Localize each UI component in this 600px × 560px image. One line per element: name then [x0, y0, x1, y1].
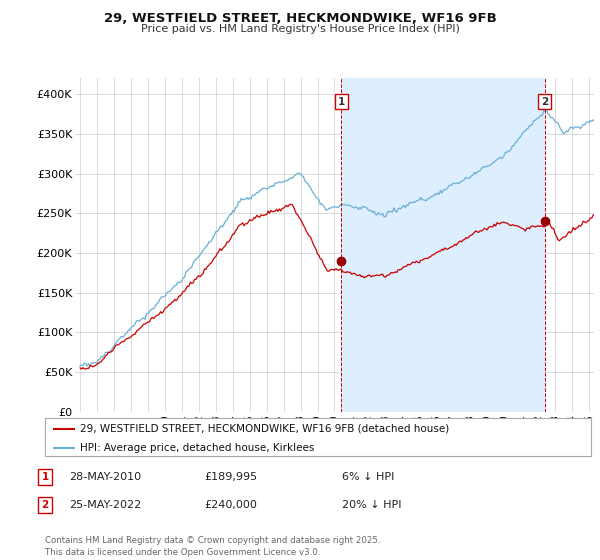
Text: 20% ↓ HPI: 20% ↓ HPI [342, 500, 401, 510]
Text: Price paid vs. HM Land Registry's House Price Index (HPI): Price paid vs. HM Land Registry's House … [140, 24, 460, 34]
Text: £240,000: £240,000 [204, 500, 257, 510]
Text: 25-MAY-2022: 25-MAY-2022 [69, 500, 141, 510]
Text: 29, WESTFIELD STREET, HECKMONDWIKE, WF16 9FB: 29, WESTFIELD STREET, HECKMONDWIKE, WF16… [104, 12, 496, 25]
Text: 6% ↓ HPI: 6% ↓ HPI [342, 472, 394, 482]
Text: 1: 1 [338, 97, 345, 107]
Text: Contains HM Land Registry data © Crown copyright and database right 2025.
This d: Contains HM Land Registry data © Crown c… [45, 536, 380, 557]
Text: 29, WESTFIELD STREET, HECKMONDWIKE, WF16 9FB (detached house): 29, WESTFIELD STREET, HECKMONDWIKE, WF16… [80, 424, 450, 434]
Bar [341, 78, 545, 412]
Text: 2: 2 [541, 97, 548, 107]
Text: 1: 1 [41, 472, 49, 482]
Text: £189,995: £189,995 [204, 472, 257, 482]
Text: 28-MAY-2010: 28-MAY-2010 [69, 472, 141, 482]
Text: HPI: Average price, detached house, Kirklees: HPI: Average price, detached house, Kirk… [80, 443, 315, 453]
Text: 2: 2 [41, 500, 49, 510]
